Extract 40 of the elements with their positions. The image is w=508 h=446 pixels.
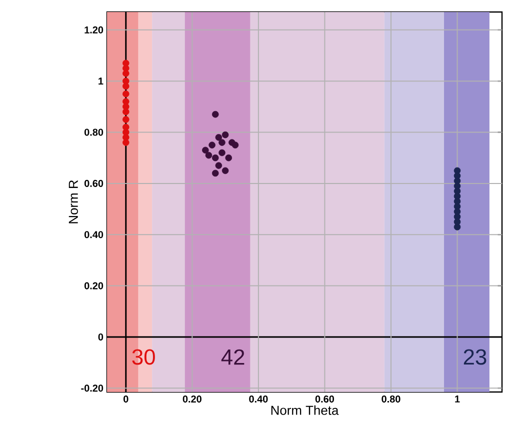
point xyxy=(122,90,130,98)
x-tick-label: 0.80 xyxy=(382,396,400,403)
point xyxy=(218,139,226,146)
y-tick-label: 1.20 xyxy=(84,26,104,34)
point xyxy=(212,154,219,162)
y-axis-title: Norm R xyxy=(68,180,78,224)
y-tick-label: -0.20 xyxy=(81,384,104,392)
x-tick-label: 0.60 xyxy=(315,396,334,403)
point xyxy=(454,167,461,174)
point xyxy=(202,146,209,154)
y-tick-label: 0.80 xyxy=(84,128,104,136)
x-tick-label: 0.20 xyxy=(182,396,202,403)
point xyxy=(218,149,226,156)
y-tick-label: 0 xyxy=(98,333,104,341)
point xyxy=(222,131,229,138)
point xyxy=(122,78,130,84)
point xyxy=(225,154,232,162)
x-tick-label: 0.40 xyxy=(249,396,268,403)
annotation: 23 xyxy=(464,349,486,365)
point xyxy=(212,110,219,118)
y-tick-label: 1 xyxy=(98,78,104,85)
annotation: 42 xyxy=(221,349,244,365)
point xyxy=(122,60,130,67)
point xyxy=(208,142,216,148)
point xyxy=(122,124,130,131)
y-tick-label: 0.20 xyxy=(84,282,104,290)
point xyxy=(122,116,130,123)
x-tick-label: 0 xyxy=(124,396,128,403)
point xyxy=(122,98,130,105)
point xyxy=(232,142,239,148)
y-tick-label: 0.40 xyxy=(84,231,104,238)
point xyxy=(222,167,229,174)
point xyxy=(205,152,212,159)
point xyxy=(215,134,222,141)
x-axis-title: Norm Theta xyxy=(271,405,339,415)
y-tick-label: 0.60 xyxy=(84,180,104,187)
point xyxy=(215,162,222,169)
point xyxy=(212,170,219,177)
annotation: 30 xyxy=(132,349,155,365)
x-tick-label: 1 xyxy=(455,396,460,402)
